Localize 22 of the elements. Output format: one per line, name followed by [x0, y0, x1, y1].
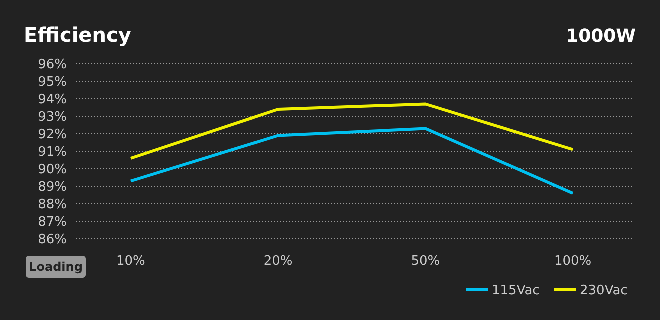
y-tick-label: 94% — [38, 92, 67, 108]
y-tick-label: 92% — [38, 128, 67, 143]
legend-label: 230Vac — [580, 284, 628, 299]
x-tick-label: 100% — [554, 254, 592, 269]
x-axis-title: Loading — [29, 260, 83, 274]
y-tick-label: 90% — [38, 162, 67, 178]
y-tick-label: 87% — [38, 215, 67, 230]
y-tick-label: 93% — [38, 110, 67, 126]
x-tick-label: 10% — [116, 254, 146, 269]
line-series — [129, 102, 575, 160]
chart-subtitle: 1000W — [566, 26, 636, 47]
x-tick-label: 20% — [264, 254, 293, 269]
chart-title: Efficiency — [24, 23, 132, 47]
y-tick-label: 95% — [38, 75, 67, 90]
y-tick-label: 96% — [38, 58, 67, 73]
legend-label: 115Vac — [492, 284, 540, 299]
y-tick-label: 88% — [38, 198, 67, 213]
line-series — [129, 127, 575, 195]
y-tick-label: 86% — [38, 232, 67, 248]
x-tick-label: 50% — [411, 254, 440, 269]
y-tick-label: 89% — [38, 180, 67, 196]
y-tick-label: 91% — [38, 145, 67, 160]
